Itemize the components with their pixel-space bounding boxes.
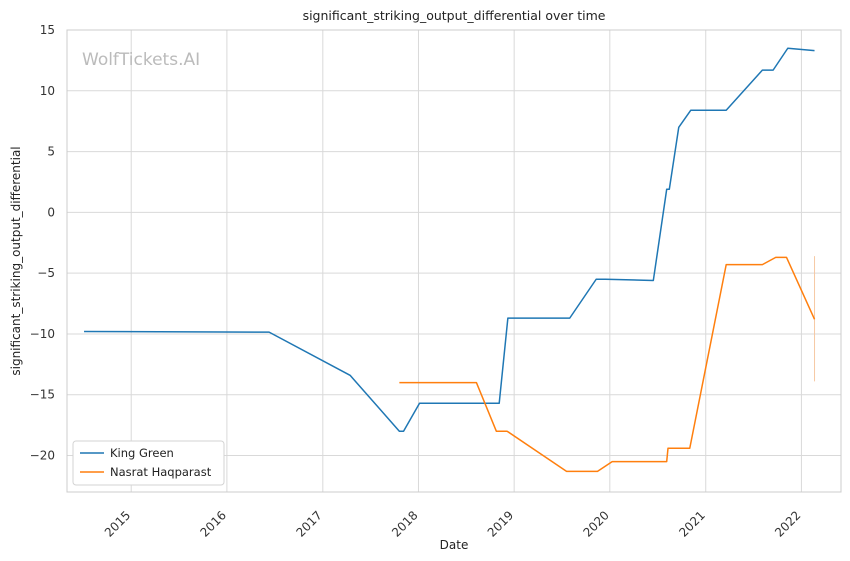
x-tick-label: 2022 [772,508,803,539]
legend-box [72,440,225,486]
x-tick-label: 2016 [198,508,229,539]
x-tick-label: 2019 [485,508,516,539]
x-tick-label: 2021 [676,508,707,539]
watermark-text: WolfTickets.AI [82,50,200,70]
legend: King Green Nasrat Haqparast [72,440,225,486]
x-tick-label: 2017 [293,508,324,539]
x-axis-title: Date [440,538,469,552]
x-axis-ticks: 2015 2016 2017 2018 2019 2020 2021 2022 [102,508,804,539]
series-line-king-green [84,47,815,432]
y-axis-title: significant_striking_output_differential [9,146,23,375]
x-tick-label: 2018 [389,508,420,539]
y-tick-label: −10 [30,327,55,341]
chart-title: significant_striking_output_differential… [303,8,606,23]
y-tick-label: −15 [30,388,55,402]
x-tick-label: 2020 [580,508,611,539]
y-tick-label: 15 [40,23,55,37]
y-tick-label: 5 [47,145,55,159]
y-tick-label: −5 [37,266,55,280]
series-line-nasrat-haqparast [399,256,816,473]
y-tick-label: 0 [47,205,55,219]
y-axis-ticks: 15 10 5 0 −5 −10 −15 −20 [30,23,55,463]
x-tick-label: 2015 [102,508,133,539]
series-lines [84,47,816,473]
y-tick-label: −20 [30,449,55,463]
legend-label-king-green: King Green [110,446,174,460]
grid-lines [67,29,841,492]
legend-label-nasrat-haqparast: Nasrat Haqparast [110,465,212,479]
plot-background [67,30,841,492]
plot-frame [66,29,842,493]
y-tick-label: 10 [40,84,55,98]
